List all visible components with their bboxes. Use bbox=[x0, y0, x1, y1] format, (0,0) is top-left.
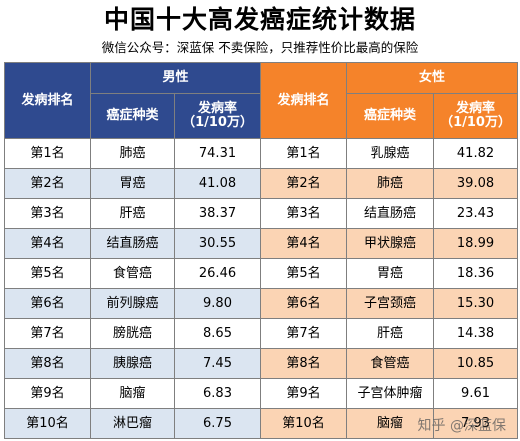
male-header: 男性 bbox=[89, 62, 262, 94]
male-cancer-type-cell: 脑瘤 bbox=[90, 378, 175, 409]
table-row: 第5名 食管癌 26.46 第5名 胃癌 18.36 bbox=[4, 258, 519, 289]
female-rank-cell: 第1名 bbox=[260, 138, 348, 169]
male-rank-header: 发病排名 bbox=[4, 62, 91, 139]
rate-header-line1: 发病率 bbox=[198, 101, 238, 116]
male-rank-cell: 第10名 bbox=[4, 408, 91, 439]
female-cancer-type-header: 癌症种类 bbox=[346, 93, 435, 139]
male-rank-cell: 第3名 bbox=[4, 198, 91, 229]
female-rate-cell: 23.43 bbox=[433, 198, 519, 229]
male-rank-cell: 第8名 bbox=[4, 348, 91, 379]
female-rank-header: 发病排名 bbox=[260, 62, 348, 139]
male-cancer-type-cell: 淋巴瘤 bbox=[90, 408, 175, 439]
female-cancer-type-cell: 肝癌 bbox=[346, 318, 435, 349]
male-rate-cell: 8.65 bbox=[173, 318, 262, 349]
male-rate-cell: 6.75 bbox=[173, 408, 262, 439]
male-rate-cell: 7.45 bbox=[173, 348, 262, 379]
female-rate-cell: 10.85 bbox=[433, 348, 519, 379]
female-rank-cell: 第5名 bbox=[260, 258, 348, 289]
male-rate-cell: 30.55 bbox=[173, 228, 262, 259]
male-rank-cell: 第7名 bbox=[4, 318, 91, 349]
rate-header-line1: 发病率 bbox=[456, 101, 496, 116]
female-rate-cell: 9.61 bbox=[433, 378, 519, 409]
female-rank-cell: 第9名 bbox=[260, 378, 348, 409]
male-cancer-type-cell: 肝癌 bbox=[90, 198, 175, 229]
male-rate-cell: 41.08 bbox=[173, 168, 262, 199]
rate-header-line2: （1/10万） bbox=[440, 115, 511, 130]
rate-header-line2: （1/10万） bbox=[182, 115, 253, 130]
female-cancer-type-cell: 子宫颈癌 bbox=[346, 288, 435, 319]
female-rank-cell: 第7名 bbox=[260, 318, 348, 349]
male-rate-cell: 6.83 bbox=[173, 378, 262, 409]
table-row: 第10名 淋巴瘤 6.75 第10名 脑瘤 7.93 bbox=[4, 408, 519, 439]
male-rate-header: 发病率 （1/10万） bbox=[173, 93, 262, 139]
male-cancer-type-cell: 前列腺癌 bbox=[90, 288, 175, 319]
male-cancer-type-cell: 胰腺癌 bbox=[90, 348, 175, 379]
female-rate-cell: 41.82 bbox=[433, 138, 519, 169]
female-rate-header: 发病率 （1/10万） bbox=[433, 93, 519, 139]
female-cancer-type-cell: 结直肠癌 bbox=[346, 198, 435, 229]
female-cancer-type-cell: 肺癌 bbox=[346, 168, 435, 199]
table-row: 第4名 结直肠癌 30.55 第4名 甲状腺癌 18.99 bbox=[4, 228, 519, 259]
male-rank-cell: 第5名 bbox=[4, 258, 91, 289]
female-rate-cell: 7.93 bbox=[433, 408, 519, 439]
table-row: 第9名 脑瘤 6.83 第9名 子宫体肿瘤 9.61 bbox=[4, 378, 519, 409]
male-cancer-type-cell: 肺癌 bbox=[90, 138, 175, 169]
female-rate-cell: 15.30 bbox=[433, 288, 519, 319]
female-cancer-type-cell: 脑瘤 bbox=[346, 408, 435, 439]
female-rank-cell: 第4名 bbox=[260, 228, 348, 259]
female-rank-cell: 第6名 bbox=[260, 288, 348, 319]
female-rate-cell: 39.08 bbox=[433, 168, 519, 199]
female-rate-cell: 14.38 bbox=[433, 318, 519, 349]
table-body: 第1名 肺癌 74.31 第1名 乳腺癌 41.82 第2名 胃癌 41.08 第2名 肺癌 39.0… bbox=[4, 138, 519, 439]
table-row: 第8名 胰腺癌 7.45 第8名 食管癌 10.85 bbox=[4, 348, 519, 379]
cancer-stats-table: 发病排名 男性 发病排名 女性 癌症种类 发病率 （1/10万） 癌症种类 发病… bbox=[4, 62, 519, 439]
table-row: 第7名 膀胱癌 8.65 第7名 肝癌 14.38 bbox=[4, 318, 519, 349]
male-rank-cell: 第9名 bbox=[4, 378, 91, 409]
male-rank-cell: 第1名 bbox=[4, 138, 91, 169]
table-row: 第3名 肝癌 38.37 第3名 结直肠癌 23.43 bbox=[4, 198, 519, 229]
female-cancer-type-cell: 甲状腺癌 bbox=[346, 228, 435, 259]
male-cancer-type-cell: 结直肠癌 bbox=[90, 228, 175, 259]
female-cancer-type-cell: 食管癌 bbox=[346, 348, 435, 379]
female-rank-cell: 第10名 bbox=[260, 408, 348, 439]
male-rate-cell: 74.31 bbox=[173, 138, 262, 169]
female-cancer-type-cell: 胃癌 bbox=[346, 258, 435, 289]
male-cancer-type-cell: 膀胱癌 bbox=[90, 318, 175, 349]
table-row: 第1名 肺癌 74.31 第1名 乳腺癌 41.82 bbox=[4, 138, 519, 169]
female-rank-cell: 第8名 bbox=[260, 348, 348, 379]
male-rank-cell: 第6名 bbox=[4, 288, 91, 319]
male-cancer-type-cell: 胃癌 bbox=[90, 168, 175, 199]
page-title: 中国十大高发癌症统计数据 bbox=[103, 5, 416, 34]
female-header: 女性 bbox=[346, 62, 519, 94]
page-subtitle: 微信公众号：深蓝保 不卖保险，只推荐性价比最高的保险 bbox=[101, 40, 419, 55]
male-rank-cell: 第2名 bbox=[4, 168, 91, 199]
male-rate-cell: 26.46 bbox=[173, 258, 262, 289]
female-rank-cell: 第2名 bbox=[260, 168, 348, 199]
table-row: 第2名 胃癌 41.08 第2名 肺癌 39.08 bbox=[4, 168, 519, 199]
female-rate-cell: 18.99 bbox=[433, 228, 519, 259]
male-cancer-type-header: 癌症种类 bbox=[90, 93, 175, 139]
male-rate-cell: 38.37 bbox=[173, 198, 262, 229]
female-rate-cell: 18.36 bbox=[433, 258, 519, 289]
table-row: 第6名 前列腺癌 9.80 第6名 子宫颈癌 15.30 bbox=[4, 288, 519, 319]
male-rate-cell: 9.80 bbox=[173, 288, 262, 319]
female-cancer-type-cell: 子宫体肿瘤 bbox=[346, 378, 435, 409]
male-cancer-type-cell: 食管癌 bbox=[90, 258, 175, 289]
male-rank-cell: 第4名 bbox=[4, 228, 91, 259]
female-rank-cell: 第3名 bbox=[260, 198, 348, 229]
female-cancer-type-cell: 乳腺癌 bbox=[346, 138, 435, 169]
